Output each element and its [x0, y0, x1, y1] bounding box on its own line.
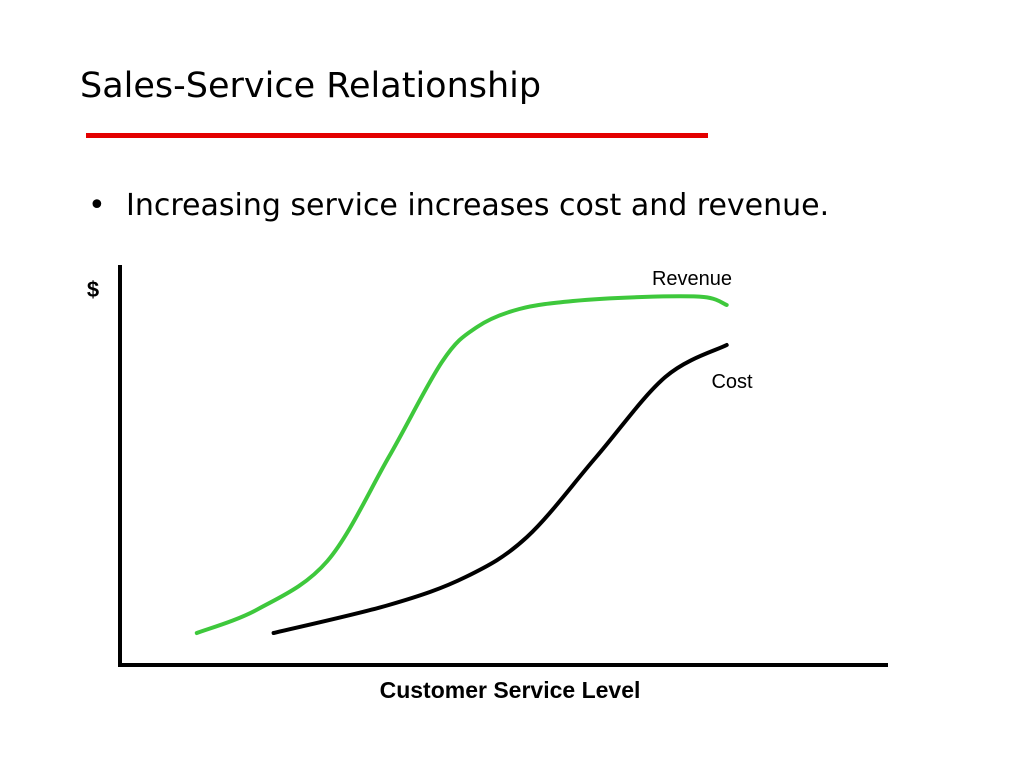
slide-title: Sales-Service Relationship: [80, 66, 542, 106]
bullet-item: • Increasing service increases cost and …: [88, 188, 829, 223]
revenue-curve: [194, 294, 729, 635]
cost-curve: [271, 343, 729, 635]
title-underline: [86, 133, 708, 138]
x-axis-label: Customer Service Level: [380, 677, 641, 703]
cost-label: Cost: [711, 371, 753, 393]
bullet-dot-icon: •: [88, 188, 106, 223]
bullet-text: Increasing service increases cost and re…: [126, 188, 830, 223]
y-axis-label: $: [87, 277, 99, 302]
revenue-label: Revenue: [652, 268, 732, 290]
bullet-list: • Increasing service increases cost and …: [88, 188, 829, 223]
